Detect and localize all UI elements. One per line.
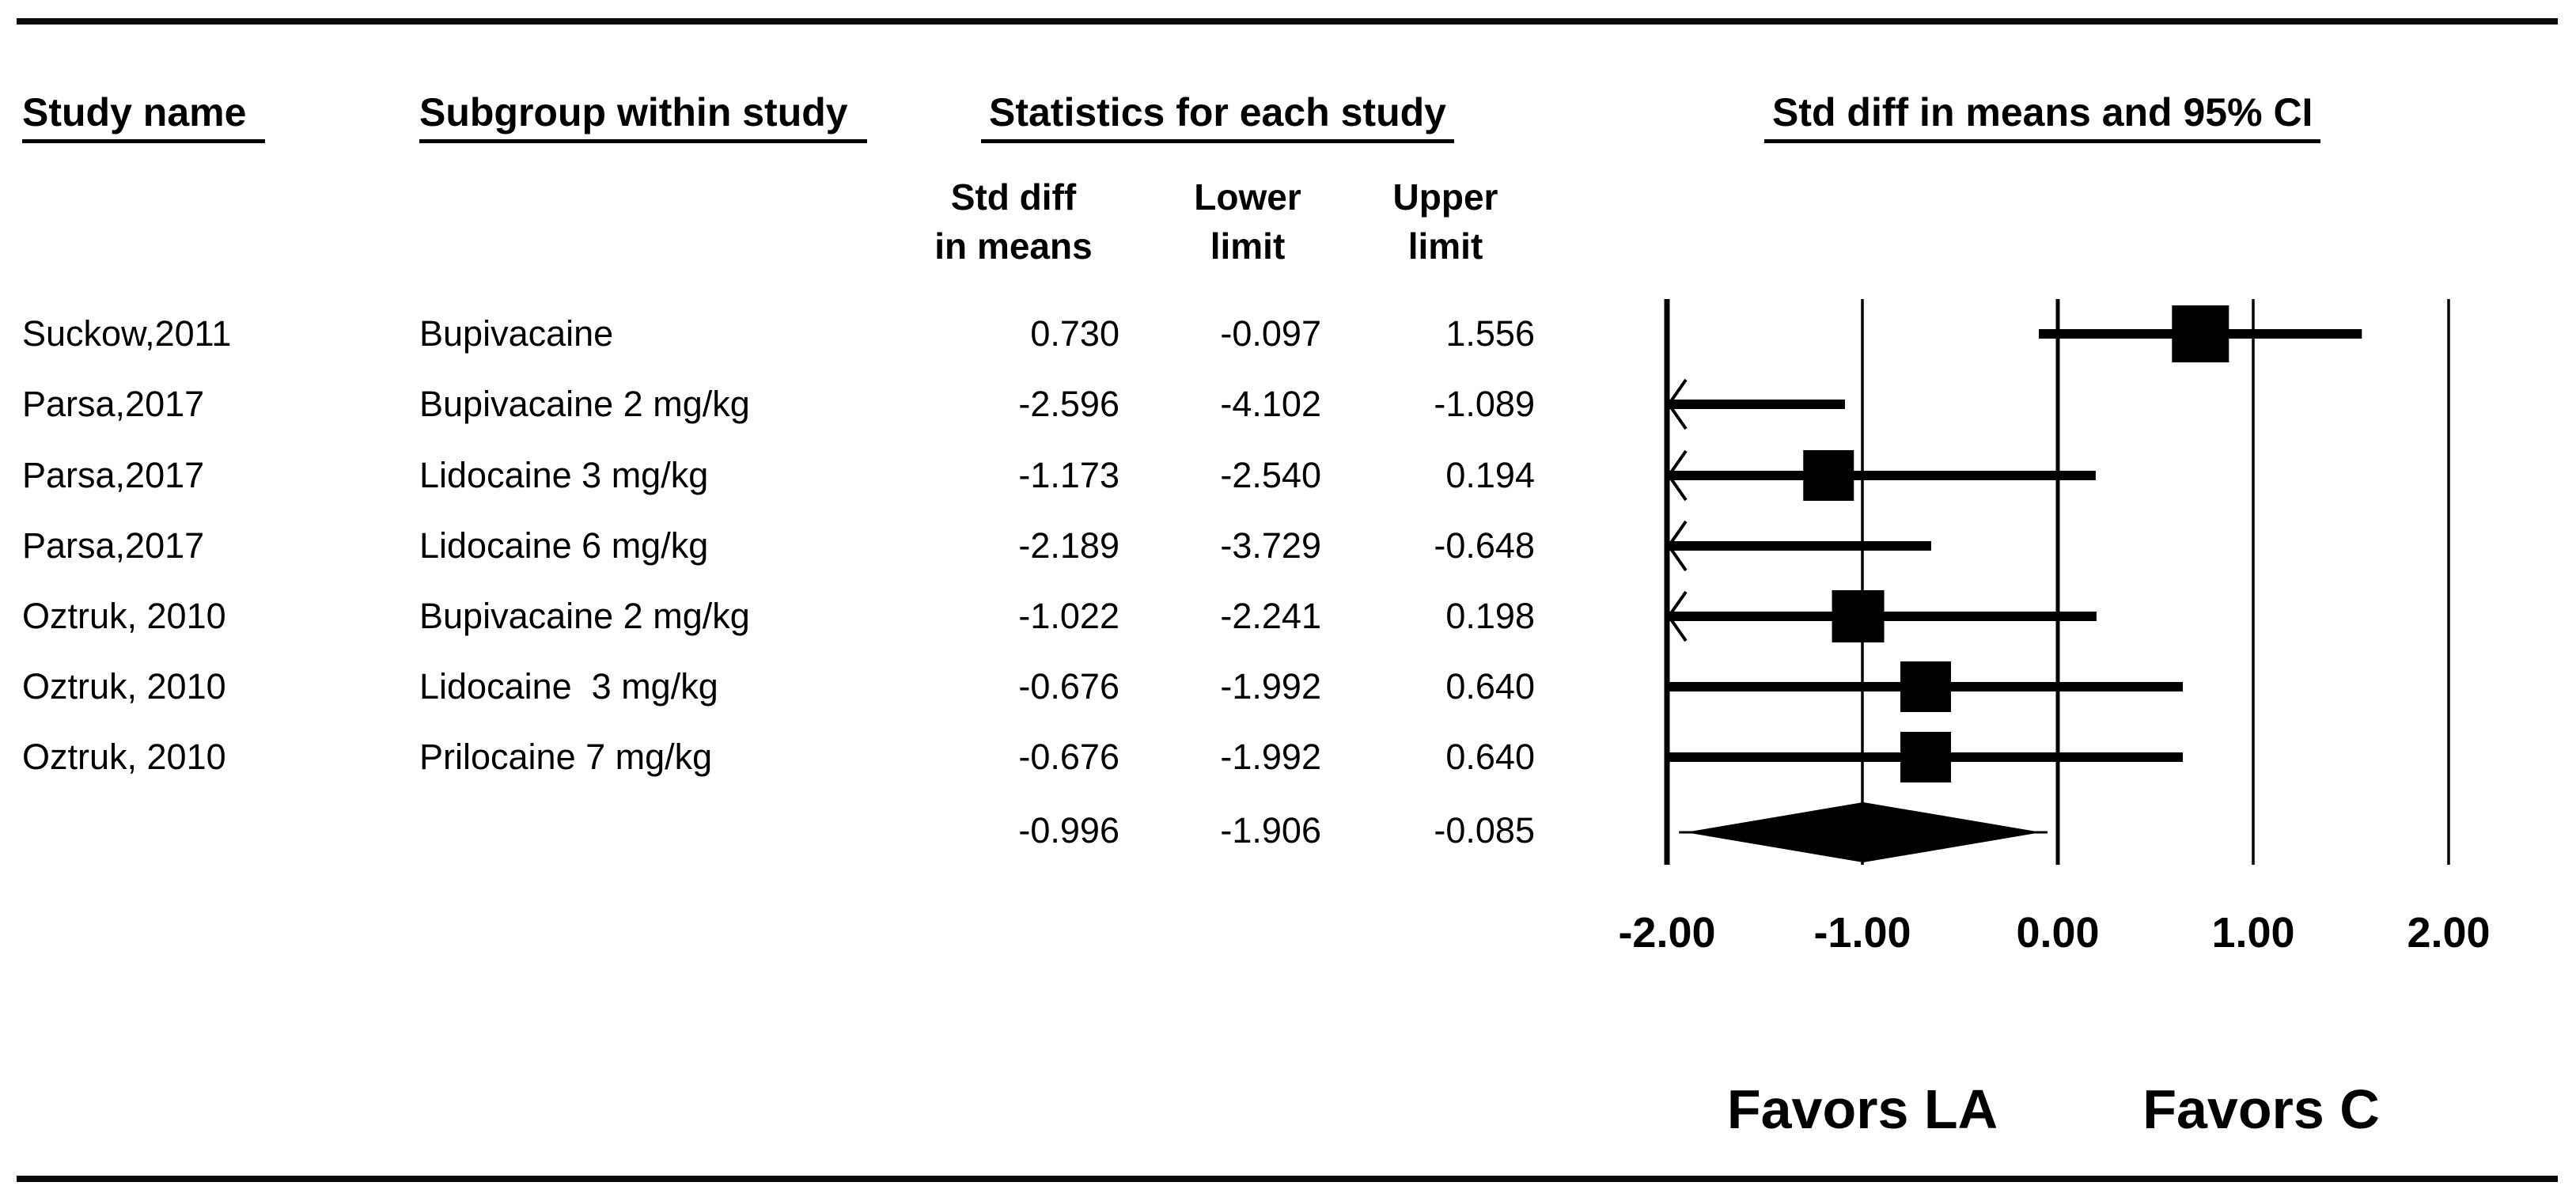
upper-limit-cell: 0.194 xyxy=(1445,455,1535,495)
lower-limit-cell: -1.992 xyxy=(1220,666,1321,707)
lower-limit-subheader: Lower limit xyxy=(1194,176,1301,267)
upper-limit-cell: 1.556 xyxy=(1445,313,1535,354)
bottom-rule xyxy=(17,1176,2558,1182)
study-name-cell: Parsa,2017 xyxy=(22,525,205,566)
study-name-cell: Parsa,2017 xyxy=(22,455,205,495)
table-row: Parsa,2017 Lidocaine 3 mg/kg -1.173 -2.540 0… xyxy=(0,449,2576,502)
lower-limit-cell: -1.992 xyxy=(1220,737,1321,777)
x-tick-label: 2.00 xyxy=(2407,909,2491,957)
subgroup-cell: Lidocaine 6 mg/kg xyxy=(419,525,709,566)
std-diff-cell: -1.022 xyxy=(1018,596,1119,636)
std-diff-cell: -1.173 xyxy=(1018,455,1119,495)
study-name-cell: Suckow,2011 xyxy=(22,313,232,354)
std-diff-cell: 0.730 xyxy=(1030,313,1119,354)
std-diff-cell: -2.596 xyxy=(1018,384,1119,424)
table-row: Parsa,2017 Bupivacaine 2 mg/kg -2.596 -4.10… xyxy=(0,378,2576,430)
summary-std-diff-cell: -0.996 xyxy=(1018,810,1119,851)
subgroup-cell: Bupivacaine xyxy=(419,313,614,354)
lower-limit-cell: -3.729 xyxy=(1220,525,1321,566)
subgroup-cell: Prilocaine 7 mg/kg xyxy=(419,737,713,777)
table-row: Oztruk, 2010 Lidocaine 3 mg/kg -0.676 -1.99… xyxy=(0,661,2576,713)
std-diff-cell: -2.189 xyxy=(1018,525,1119,566)
std-diff-subheader: Std diff in means xyxy=(934,176,1093,267)
std-diff-cell: -0.676 xyxy=(1018,666,1119,707)
subgroup-cell: Lidocaine 3 mg/kg xyxy=(419,666,718,707)
favors-right-label: Favors C xyxy=(2142,1078,2380,1140)
upper-limit-cell: 0.640 xyxy=(1445,666,1535,707)
favors-left-label: Favors LA xyxy=(1726,1078,1998,1140)
study-name-cell: Oztruk, 2010 xyxy=(22,596,226,636)
study-name-cell: Oztruk, 2010 xyxy=(22,666,226,707)
statistics-header: Statistics for each study xyxy=(981,90,1454,143)
top-rule xyxy=(17,18,2558,25)
lower-limit-cell: -2.540 xyxy=(1220,455,1321,495)
upper-limit-cell: 0.198 xyxy=(1445,596,1535,636)
lower-limit-cell: -2.241 xyxy=(1220,596,1321,636)
ci-plot-header: Std diff in means and 95% CI xyxy=(1764,90,2321,143)
study-name-cell: Parsa,2017 xyxy=(22,384,205,424)
subgroup-cell: Lidocaine 3 mg/kg xyxy=(419,455,709,495)
x-tick-label: 1.00 xyxy=(2211,909,2295,957)
x-tick-label: 0.00 xyxy=(2016,909,2100,957)
study-name-header: Study name xyxy=(22,90,266,143)
summary-upper-cell: -0.085 xyxy=(1434,810,1535,851)
table-row: Oztruk, 2010 Prilocaine 7 mg/kg -0.676 -1.9… xyxy=(0,731,2576,783)
subgroup-cell: Bupivacaine 2 mg/kg xyxy=(419,384,750,424)
std-diff-cell: -0.676 xyxy=(1018,737,1119,777)
summary-lower-cell: -1.906 xyxy=(1220,810,1321,851)
lower-limit-cell: -4.102 xyxy=(1220,384,1321,424)
table-row: Oztruk, 2010 Bupivacaine 2 mg/kg -1.022 -2.… xyxy=(0,590,2576,642)
summary-row: -0.996 -1.906 -0.085 xyxy=(0,805,2576,857)
subgroup-header: Subgroup within study xyxy=(419,90,867,143)
subgroup-cell: Bupivacaine 2 mg/kg xyxy=(419,596,750,636)
upper-limit-cell: -1.089 xyxy=(1434,384,1535,424)
lower-limit-cell: -0.097 xyxy=(1220,313,1321,354)
upper-limit-subheader: Upper limit xyxy=(1392,176,1498,267)
table-row: Parsa,2017 Lidocaine 6 mg/kg -2.189 -3.729 -… xyxy=(0,520,2576,572)
x-tick-label: -2.00 xyxy=(1618,909,1716,957)
x-tick-label: -1.00 xyxy=(1813,909,1911,957)
table-row: Suckow,2011 Bupivacaine 0.730 -0.097 1.556 xyxy=(0,308,2576,360)
upper-limit-cell: -0.648 xyxy=(1434,525,1535,566)
upper-limit-cell: 0.640 xyxy=(1445,737,1535,777)
study-name-cell: Oztruk, 2010 xyxy=(22,737,226,777)
